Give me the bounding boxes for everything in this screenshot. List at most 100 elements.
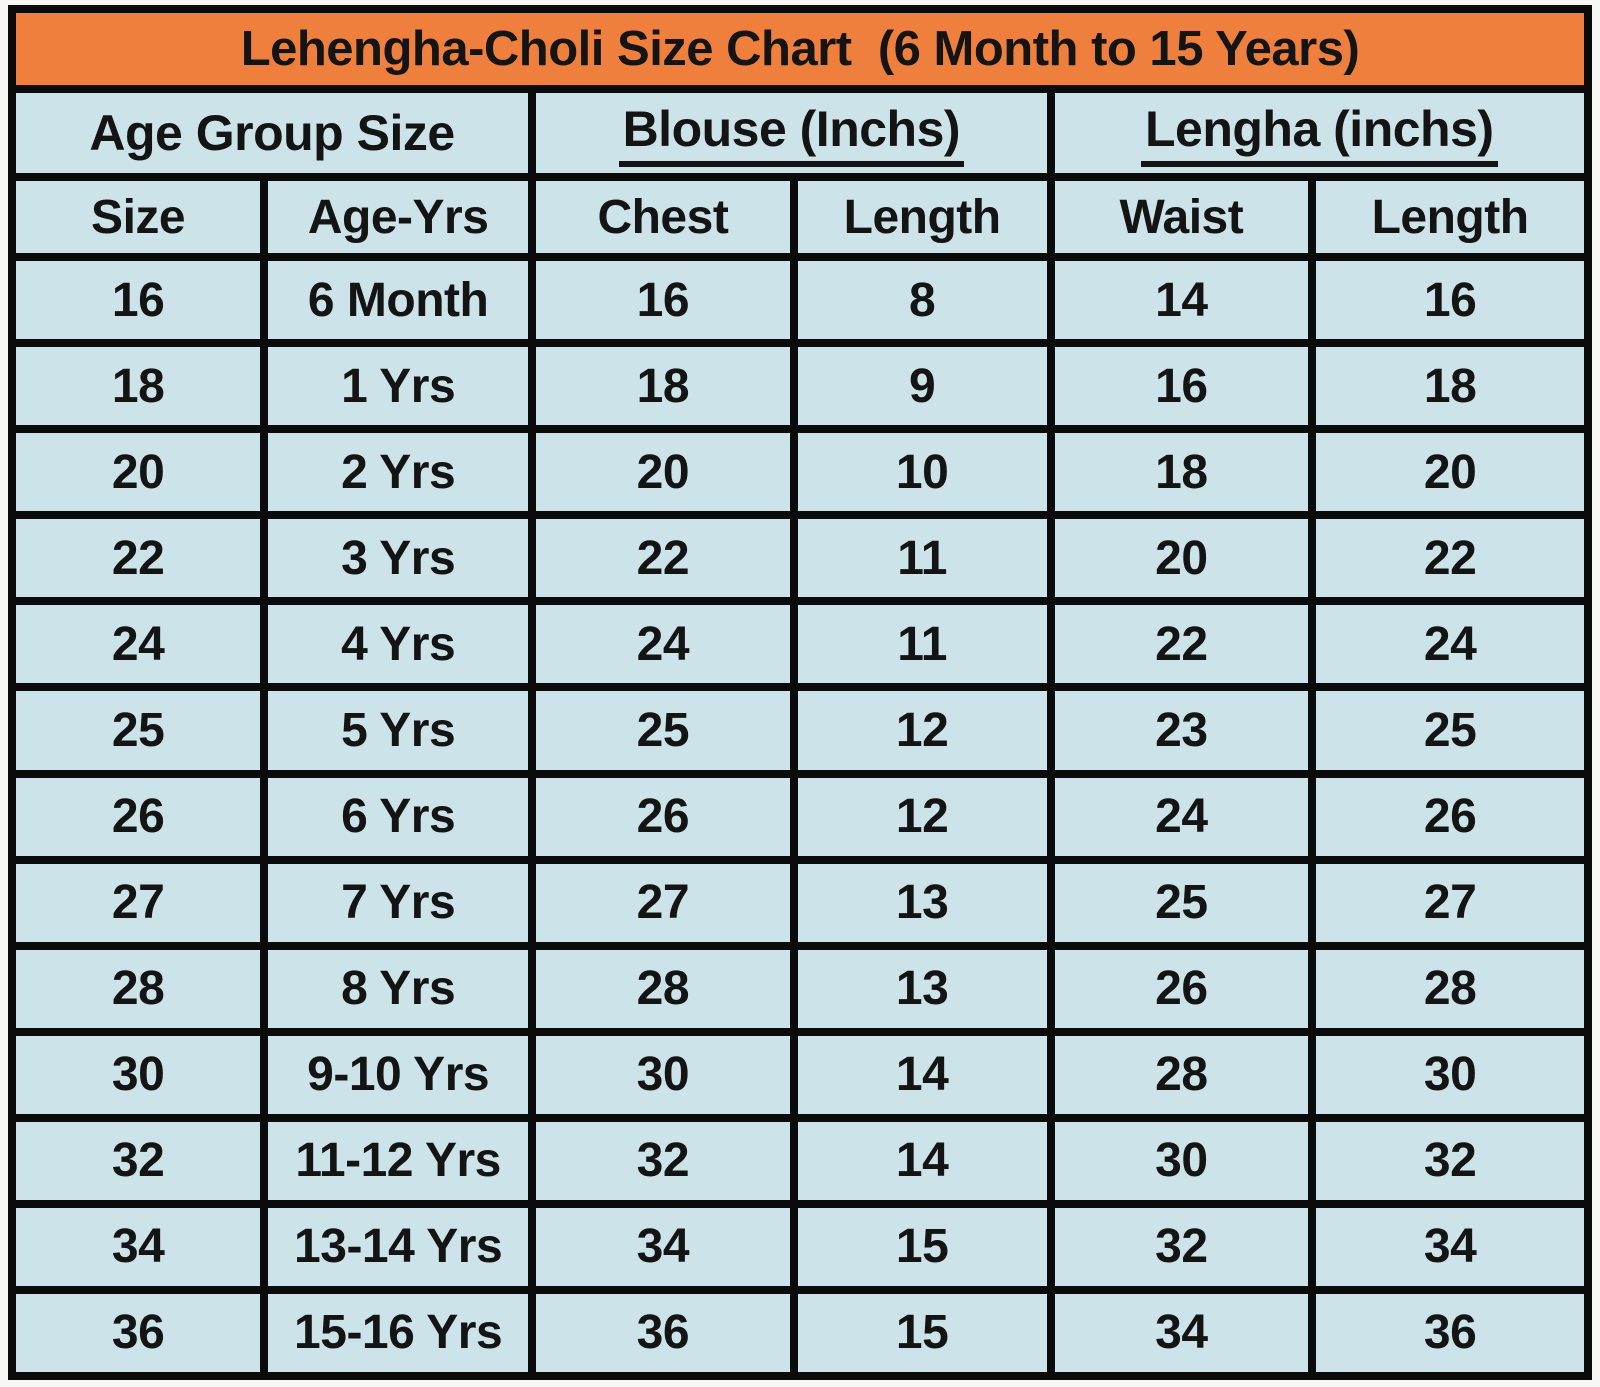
table-row: 26 6 Yrs 26 12 24 26: [7, 769, 1592, 864]
table-cell: 13: [789, 941, 1055, 1036]
table-cell: 13-14 Yrs: [260, 1199, 537, 1294]
table-cell: 18: [528, 339, 798, 434]
table-cell: 11-12 Yrs: [260, 1113, 537, 1208]
table-cell: 30: [1308, 1027, 1592, 1122]
table-cell: 36: [528, 1285, 798, 1381]
table-row: 36 15-16 Yrs 36 15 34 36: [7, 1285, 1592, 1381]
table-cell: 15-16 Yrs: [260, 1285, 537, 1381]
table-cell: 8: [789, 253, 1055, 348]
column-header-waist: Waist: [1046, 173, 1317, 262]
table-cell: 11: [789, 597, 1055, 692]
table-cell: 34: [1308, 1199, 1592, 1294]
table-cell: 34: [528, 1199, 798, 1294]
table-row: 22 3 Yrs 22 11 20 22: [7, 511, 1592, 606]
table-row: 18 1 Yrs 18 9 16 18: [7, 339, 1592, 434]
table-cell: 24: [528, 597, 798, 692]
table-cell: 30: [1046, 1113, 1317, 1208]
group-header-lengha: Lengha (inchs): [1046, 85, 1593, 182]
table-cell: 18: [7, 339, 269, 434]
table-cell: 4 Yrs: [260, 597, 537, 692]
table-cell: 16: [1046, 339, 1317, 434]
table-cell: 18: [1046, 425, 1317, 520]
table-cell: 26: [1308, 769, 1592, 864]
table-cell: 28: [7, 941, 269, 1036]
table-cell: 25: [7, 683, 269, 778]
size-chart-table: Lehengha-Choli Size Chart (6 Month to 15…: [7, 4, 1593, 1381]
column-header-chest: Chest: [528, 173, 798, 262]
table-cell: 30: [528, 1027, 798, 1122]
table-cell: 9-10 Yrs: [260, 1027, 537, 1122]
table-row: 25 5 Yrs 25 12 23 25: [7, 683, 1592, 778]
table-cell: 6 Month: [260, 253, 537, 348]
table-cell: 9: [789, 339, 1055, 434]
table-cell: 5 Yrs: [260, 683, 537, 778]
table-cell: 20: [528, 425, 798, 520]
table-cell: 14: [789, 1027, 1055, 1122]
table-cell: 24: [1308, 597, 1592, 692]
column-header-age-yrs: Age-Yrs: [260, 173, 537, 262]
table-cell: 8 Yrs: [260, 941, 537, 1036]
table-cell: 22: [1046, 597, 1317, 692]
group-header-label: Age Group Size: [89, 105, 455, 162]
table-cell: 32: [1308, 1113, 1592, 1208]
table-cell: 20: [1046, 511, 1317, 606]
table-cell: 16: [1308, 253, 1592, 348]
table-cell: 3 Yrs: [260, 511, 537, 606]
table-cell: 22: [1308, 511, 1592, 606]
table-row: 32 11-12 Yrs 32 14 30 32: [7, 1113, 1592, 1208]
table-cell: 26: [7, 769, 269, 864]
table-cell: 14: [789, 1113, 1055, 1208]
table-row: 34 13-14 Yrs 34 15 32 34: [7, 1199, 1592, 1294]
column-header-blouse-length: Length: [789, 173, 1055, 262]
table-cell: 30: [7, 1027, 269, 1122]
title-row: Lehengha-Choli Size Chart (6 Month to 15…: [8, 4, 1592, 94]
table-row: 20 2 Yrs 20 10 18 20: [7, 425, 1592, 520]
table-cell: 25: [1046, 855, 1317, 950]
table-row: 24 4 Yrs 24 11 22 24: [7, 597, 1592, 692]
table-cell: 1 Yrs: [260, 339, 537, 434]
table-cell: 28: [1046, 1027, 1317, 1122]
table-cell: 25: [528, 683, 798, 778]
table-cell: 32: [7, 1113, 269, 1208]
column-header-lengha-length: Length: [1308, 173, 1592, 262]
group-header-label: Lengha (inchs): [1140, 100, 1498, 167]
table-cell: 22: [528, 511, 798, 606]
table-cell: 18: [1308, 339, 1592, 434]
table-cell: 16: [7, 253, 269, 348]
table-cell: 24: [1046, 769, 1317, 864]
group-header-row: Age Group Size Blouse (Inchs) Lengha (in…: [7, 85, 1593, 182]
table-cell: 27: [528, 855, 798, 950]
table-cell: 20: [1308, 425, 1592, 520]
table-cell: 32: [528, 1113, 798, 1208]
table-cell: 7 Yrs: [260, 855, 537, 950]
table-cell: 23: [1046, 683, 1317, 778]
column-header-size: Size: [7, 173, 269, 262]
table-cell: 12: [789, 683, 1055, 778]
table-cell: 13: [789, 855, 1055, 950]
column-header-row: Size Age-Yrs Chest Length Waist Length: [7, 173, 1592, 262]
table-cell: 2 Yrs: [260, 425, 537, 520]
table-cell: 32: [1046, 1199, 1317, 1294]
table-cell: 27: [7, 855, 269, 950]
table-row: 28 8 Yrs 28 13 26 28: [7, 941, 1592, 1036]
table-cell: 24: [7, 597, 269, 692]
table-row: 27 7 Yrs 27 13 25 27: [7, 855, 1592, 950]
group-header-label: Blouse (Inchs): [618, 100, 965, 167]
table-cell: 15: [789, 1199, 1055, 1294]
table-cell: 16: [528, 253, 798, 348]
table-cell: 26: [1046, 941, 1317, 1036]
table-cell: 22: [7, 511, 269, 606]
chart-title: Lehengha-Choli Size Chart (6 Month to 15…: [8, 4, 1592, 94]
table-cell: 15: [789, 1285, 1055, 1381]
table-cell: 34: [7, 1199, 269, 1294]
table-row: 30 9-10 Yrs 30 14 28 30: [7, 1027, 1592, 1122]
table-cell: 34: [1046, 1285, 1317, 1381]
table-cell: 28: [1308, 941, 1592, 1036]
table-cell: 36: [1308, 1285, 1592, 1381]
table-cell: 36: [7, 1285, 269, 1381]
table-row: 16 6 Month 16 8 14 16: [7, 253, 1592, 348]
group-header-age-group-size: Age Group Size: [7, 85, 537, 182]
table-cell: 20: [7, 425, 269, 520]
table-cell: 10: [789, 425, 1055, 520]
